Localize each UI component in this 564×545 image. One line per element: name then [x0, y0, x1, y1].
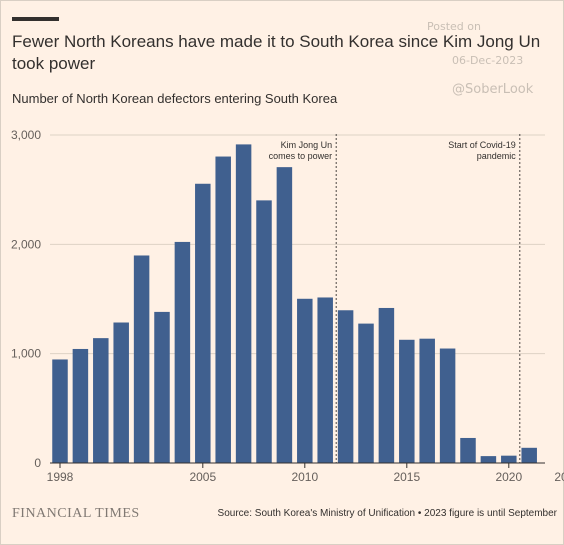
bar	[215, 156, 231, 463]
bar	[439, 348, 456, 463]
x-tick-label: 2010	[291, 470, 318, 484]
bar	[501, 455, 517, 463]
x-tick-label: 2005	[189, 470, 216, 484]
bar	[195, 183, 211, 463]
y-tick-label: 3,000	[11, 128, 41, 142]
y-tick-label: 1,000	[11, 347, 41, 361]
bar	[276, 167, 293, 464]
chart-subtitle: Number of North Korean defectors enterin…	[12, 91, 338, 106]
watermark-handle: @SoberLook	[452, 82, 534, 97]
annotation-label: Start of Covid-19	[448, 140, 516, 150]
bar	[154, 311, 170, 463]
x-tick-label: 2015	[393, 470, 420, 484]
bar	[174, 241, 191, 463]
x-tick-label: 1998	[47, 470, 74, 484]
annotation-label: pandemic	[477, 151, 517, 161]
x-tick-label: 2023*	[554, 470, 564, 484]
bar	[93, 338, 109, 463]
x-tick-label: 2020	[495, 470, 522, 484]
bar-chart: 0 1,000 2,000 3,000 1998 2005 2010 2015 2020 2023…	[11, 128, 564, 484]
bar	[72, 348, 89, 463]
bar	[256, 200, 272, 463]
bar	[480, 456, 497, 463]
bar	[113, 322, 129, 463]
y-tick-label: 2,000	[11, 237, 41, 251]
annotation-label: Kim Jong Un	[281, 140, 333, 150]
bar	[317, 297, 333, 463]
y-tick-label: 0	[34, 456, 41, 470]
bar	[297, 298, 313, 463]
watermark-date: 06-Dec-2023	[452, 54, 524, 67]
bar	[358, 323, 374, 463]
bar	[378, 307, 395, 463]
title-accent-bar	[12, 17, 59, 21]
bar	[460, 437, 476, 463]
bar	[399, 339, 415, 463]
source-note: Source: South Korea's Ministry of Unific…	[217, 508, 557, 519]
bar	[337, 310, 354, 463]
watermark-posted-on: Posted on	[427, 20, 481, 33]
bar	[419, 338, 435, 463]
bar	[133, 255, 150, 463]
bar	[235, 144, 252, 464]
chart-title: Fewer North Koreans have made it to Sout…	[12, 32, 541, 73]
ft-logo: FINANCIAL TIMES	[12, 506, 140, 521]
bar	[521, 447, 537, 463]
bar	[52, 359, 68, 463]
annotation-label: comes to power	[269, 151, 333, 161]
